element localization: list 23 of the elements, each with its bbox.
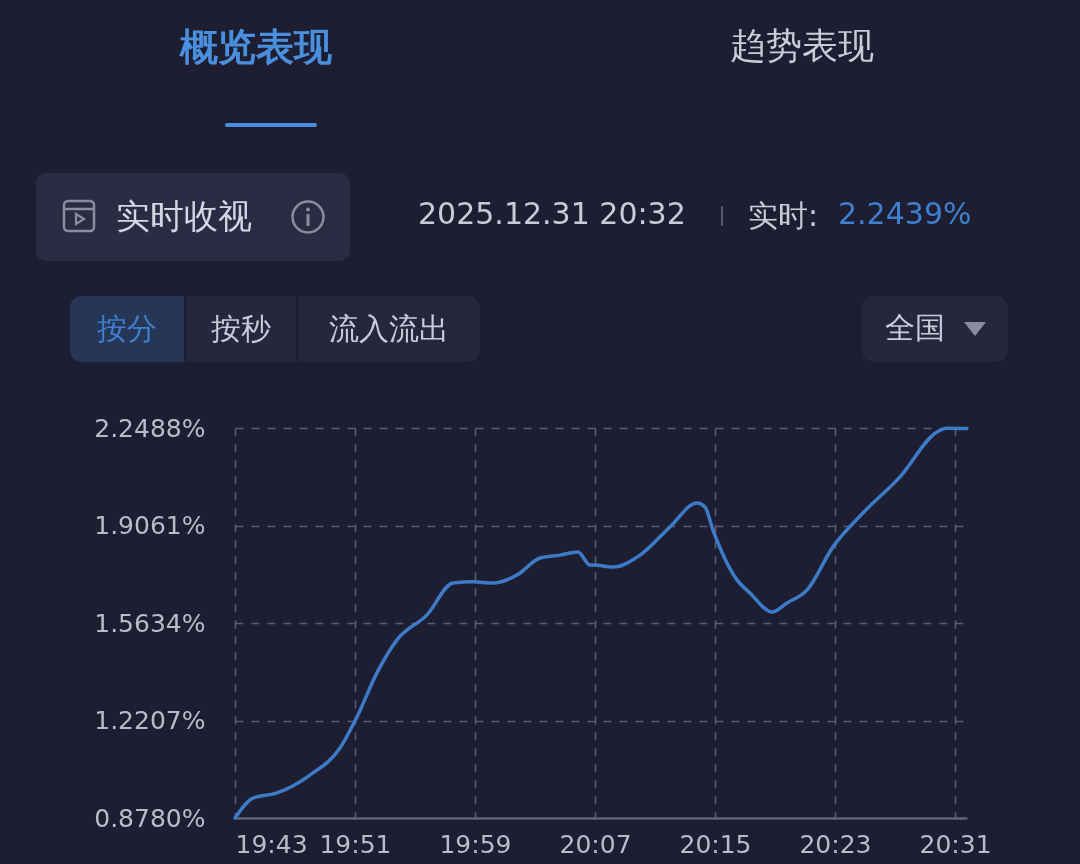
text: 实时: [748,197,819,235]
text: 概览表现 [180,24,332,71]
y-tick-label: 2.2488% [94,413,206,443]
text: 2.2439% [838,196,972,231]
text: 趋势表现 [730,24,874,68]
text: 全国 [885,309,945,347]
x-tick-label: 20:07 [559,829,632,859]
x-tick-label: 19:43 [235,829,308,859]
line-series [233,426,969,820]
x-tick-label: 20:23 [799,829,872,859]
x-tick-label: 20:15 [679,829,752,859]
text: 流入流出 [298,296,480,362]
y-tick-label: 1.9061% [94,511,206,540]
chart-title: 实时收视 [116,195,252,238]
x-tick-label: 20:31 [919,829,992,859]
y-tick-label: 0.8780% [94,803,206,833]
y-tick-label: 1.5634% [94,608,206,638]
x-tick-label: 19:59 [439,829,512,859]
text: 按分 [70,296,184,362]
text: 按秒 [186,296,296,362]
chart-subtitle: 2025.12.31 20:32 [418,196,686,231]
y-tick-label: 1.2207% [94,706,206,735]
x-tick-label: 19:51 [319,829,392,859]
